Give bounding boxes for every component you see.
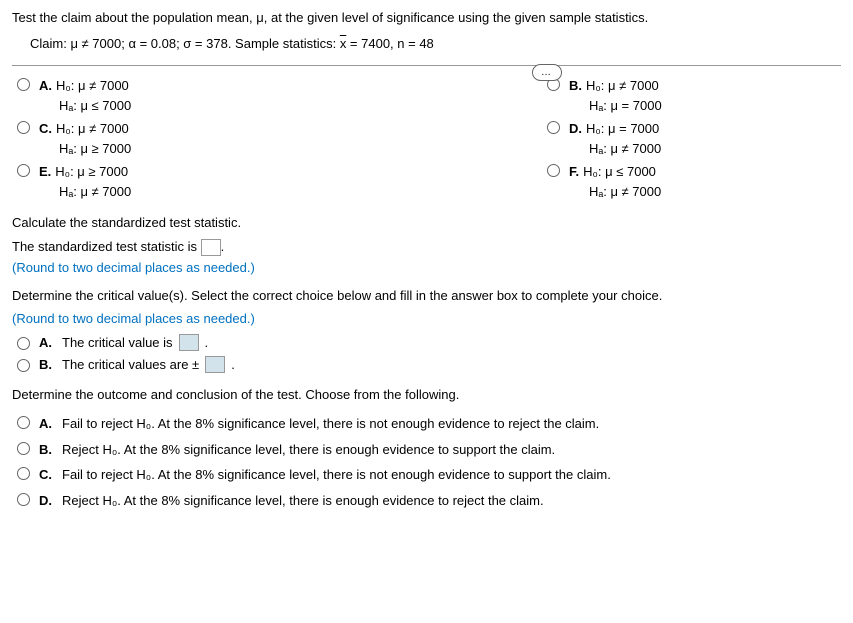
outcome-text-b: Reject H₀. At the 8% significance level,…: [62, 440, 555, 460]
crit-option-a[interactable]: A. The critical value is .: [12, 333, 841, 353]
claim-suffix: = 7400, n = 48: [346, 36, 433, 51]
outcome-a[interactable]: A. Fail to reject H₀. At the 8% signific…: [12, 414, 841, 434]
ha-d: Hₐ: μ ≠ 7000: [569, 139, 661, 159]
calc-prompt: Calculate the standardized test statisti…: [12, 213, 841, 233]
option-d[interactable]: D. H₀: μ = 7000 Hₐ: μ ≠ 7000: [542, 119, 842, 158]
ha-f: Hₐ: μ ≠ 7000: [569, 182, 661, 202]
option-f[interactable]: F. H₀: μ ≤ 7000 Hₐ: μ ≠ 7000: [542, 162, 842, 201]
round-hint-1: (Round to two decimal places as needed.): [12, 258, 841, 278]
ha-c: Hₐ: μ ≥ 7000: [39, 139, 131, 159]
question-claim: Claim: μ ≠ 7000; α = 0.08; σ = 378. Samp…: [30, 34, 841, 54]
label-c: C.: [39, 121, 52, 136]
option-a[interactable]: A. H₀: μ ≠ 7000 Hₐ: μ ≤ 7000: [12, 76, 512, 115]
outcome-label-b: B.: [39, 440, 52, 460]
radio-f[interactable]: [547, 164, 560, 177]
option-e[interactable]: E. H₀: μ ≥ 7000 Hₐ: μ ≠ 7000: [12, 162, 512, 201]
radio-c[interactable]: [17, 121, 30, 134]
crit-option-b[interactable]: B. The critical values are ± .: [12, 355, 841, 375]
label-b: B.: [569, 78, 582, 93]
radio-a[interactable]: [17, 78, 30, 91]
h0-b: H₀: μ ≠ 7000: [586, 78, 659, 93]
critical-options: A. The critical value is . B. The critic…: [12, 333, 841, 375]
radio-e[interactable]: [17, 164, 30, 177]
label-a: A.: [39, 78, 52, 93]
h0-a: H₀: μ ≠ 7000: [56, 78, 129, 93]
h0-d: H₀: μ = 7000: [586, 121, 659, 136]
ha-b: Hₐ: μ = 7000: [569, 96, 662, 116]
crit-text-b-pre: The critical values are ±: [62, 355, 199, 375]
stat-input[interactable]: [201, 239, 221, 256]
h0-c: H₀: μ ≠ 7000: [56, 121, 129, 136]
outcome-prompt: Determine the outcome and conclusion of …: [12, 385, 841, 405]
outcome-radio-c[interactable]: [17, 467, 30, 480]
option-c[interactable]: C. H₀: μ ≠ 7000 Hₐ: μ ≥ 7000: [12, 119, 512, 158]
option-b[interactable]: B. H₀: μ ≠ 7000 Hₐ: μ = 7000: [542, 76, 842, 115]
crit-text-a-post: .: [205, 333, 209, 353]
outcome-d[interactable]: D. Reject H₀. At the 8% significance lev…: [12, 491, 841, 511]
stat-suffix: .: [221, 239, 225, 254]
label-d: D.: [569, 121, 582, 136]
crit-text-b-post: .: [231, 355, 235, 375]
h0-e: H₀: μ ≥ 7000: [55, 164, 128, 179]
outcome-b[interactable]: B. Reject H₀. At the 8% significance lev…: [12, 440, 841, 460]
crit-input-b[interactable]: [205, 356, 225, 373]
question-intro: Test the claim about the population mean…: [12, 8, 841, 28]
crit-radio-a[interactable]: [17, 337, 30, 350]
outcome-c[interactable]: C. Fail to reject H₀. At the 8% signific…: [12, 465, 841, 485]
outcome-text-a: Fail to reject H₀. At the 8% significanc…: [62, 414, 599, 434]
ha-a: Hₐ: μ ≤ 7000: [39, 96, 131, 116]
h0-f: H₀: μ ≤ 7000: [583, 164, 656, 179]
radio-d[interactable]: [547, 121, 560, 134]
outcome-label-d: D.: [39, 491, 52, 511]
label-e: E.: [39, 164, 51, 179]
crit-text-a-pre: The critical value is: [62, 333, 173, 353]
claim-prefix: Claim: μ ≠ 7000; α = 0.08; σ = 378. Samp…: [30, 36, 340, 51]
round-hint-2: (Round to two decimal places as needed.): [12, 309, 841, 329]
outcome-text-c: Fail to reject H₀. At the 8% significanc…: [62, 465, 611, 485]
outcome-radio-b[interactable]: [17, 442, 30, 455]
outcome-radio-a[interactable]: [17, 416, 30, 429]
crit-label-a: A.: [39, 333, 52, 353]
outcome-label-a: A.: [39, 414, 52, 434]
outcome-label-c: C.: [39, 465, 52, 485]
crit-prompt: Determine the critical value(s). Select …: [12, 286, 841, 306]
outcome-text-d: Reject H₀. At the 8% significance level,…: [62, 491, 544, 511]
ha-e: Hₐ: μ ≠ 7000: [39, 182, 131, 202]
stat-prefix: The standardized test statistic is: [12, 239, 201, 254]
more-icon[interactable]: …: [532, 64, 562, 81]
hypothesis-options: A. H₀: μ ≠ 7000 Hₐ: μ ≤ 7000 B. H₀: μ ≠ 70…: [12, 76, 841, 201]
crit-input-a[interactable]: [179, 334, 199, 351]
stat-line: The standardized test statistic is .: [12, 237, 841, 257]
divider: [12, 65, 841, 66]
outcome-radio-d[interactable]: [17, 493, 30, 506]
outcome-options: A. Fail to reject H₀. At the 8% signific…: [12, 414, 841, 510]
crit-label-b: B.: [39, 355, 52, 375]
crit-radio-b[interactable]: [17, 359, 30, 372]
label-f: F.: [569, 164, 579, 179]
